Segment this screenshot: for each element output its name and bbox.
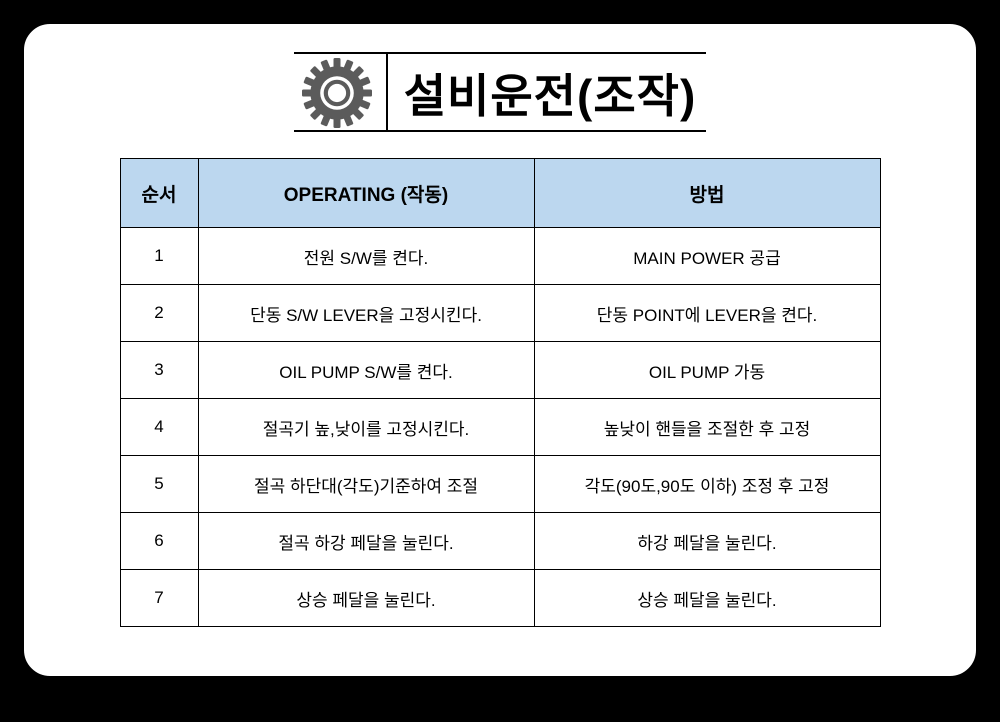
col-header-method: 방법 [534,159,880,228]
table-row: 5 절곡 하단대(각도)기준하여 조절 각도(90도,90도 이하) 조정 후 … [120,456,880,513]
table-row: 4 절곡기 높,낮이를 고정시킨다. 높낮이 핸들을 조절한 후 고정 [120,399,880,456]
cell-operating: 전원 S/W를 켠다. [198,228,534,285]
cell-method: MAIN POWER 공급 [534,228,880,285]
cell-method: 각도(90도,90도 이하) 조정 후 고정 [534,456,880,513]
table-row: 7 상승 페달을 눌린다. 상승 페달을 눌린다. [120,570,880,627]
table-header-row: 순서 OPERATING (작동) 방법 [120,159,880,228]
cell-method: 단동 POINT에 LEVER을 켠다. [534,285,880,342]
cell-method: 하강 페달을 눌린다. [534,513,880,570]
cell-operating: 절곡기 높,낮이를 고정시킨다. [198,399,534,456]
document-card: 설비운전(조작) 순서 OPERATING (작동) 방법 1 전원 S/W를 … [22,22,978,678]
cell-no: 1 [120,228,198,285]
col-header-no: 순서 [120,159,198,228]
table-row: 1 전원 S/W를 켠다. MAIN POWER 공급 [120,228,880,285]
cell-method: 상승 페달을 눌린다. [534,570,880,627]
operating-table: 순서 OPERATING (작동) 방법 1 전원 S/W를 켠다. MAIN … [120,158,881,627]
cell-operating: OIL PUMP S/W를 켠다. [198,342,534,399]
cell-operating: 단동 S/W LEVER을 고정시킨다. [198,285,534,342]
table-row: 2 단동 S/W LEVER을 고정시킨다. 단동 POINT에 LEVER을 … [120,285,880,342]
cell-no: 3 [120,342,198,399]
cell-method: 높낮이 핸들을 조절한 후 고정 [534,399,880,456]
table-row: 3 OIL PUMP S/W를 켠다. OIL PUMP 가동 [120,342,880,399]
page-title: 설비운전(조작) [404,60,697,126]
cell-operating: 절곡 하단대(각도)기준하여 조절 [198,456,534,513]
title-divider [386,54,388,130]
col-header-operating: OPERATING (작동) [198,159,534,228]
cell-operating: 상승 페달을 눌린다. [198,570,534,627]
cell-method: OIL PUMP 가동 [534,342,880,399]
table-row: 6 절곡 하강 페달을 눌린다. 하강 페달을 눌린다. [120,513,880,570]
title-rule: 설비운전(조작) [294,52,707,132]
cell-no: 4 [120,399,198,456]
gear-icon [302,58,372,128]
cell-no: 6 [120,513,198,570]
cell-operating: 절곡 하강 페달을 눌린다. [198,513,534,570]
cell-no: 5 [120,456,198,513]
title-bar: 설비운전(조작) [24,52,976,132]
cell-no: 7 [120,570,198,627]
cell-no: 2 [120,285,198,342]
